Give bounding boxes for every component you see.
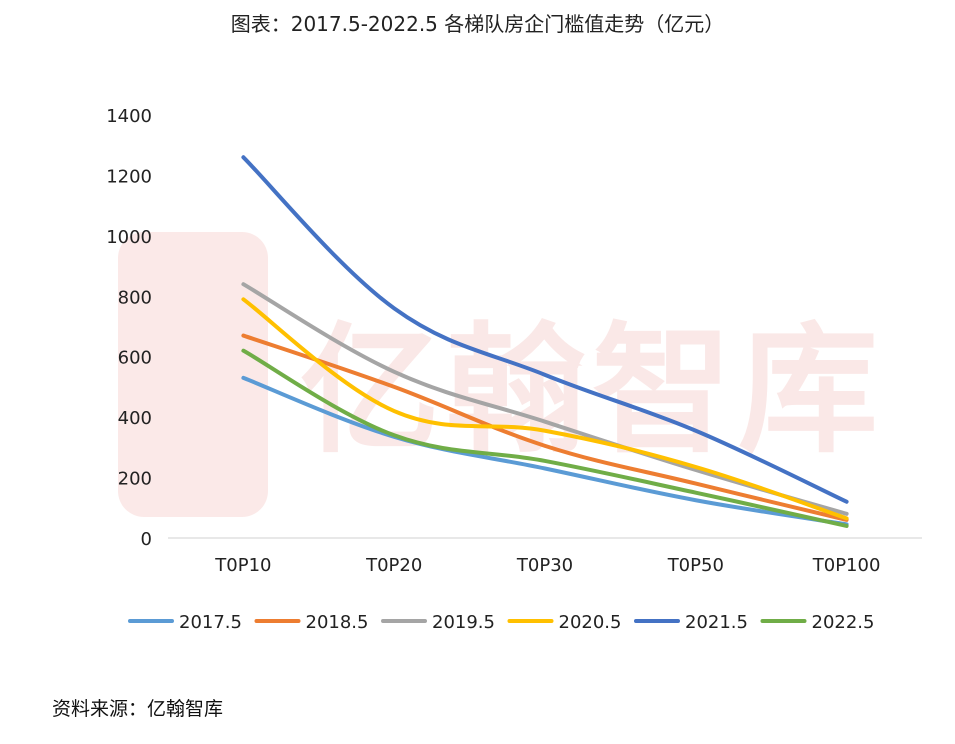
legend-label: 2017.5: [179, 612, 242, 633]
source-note: 资料来源：亿翰智库: [52, 698, 224, 720]
y-tick-label: 200: [118, 469, 152, 490]
y-tick-label: 1400: [106, 106, 152, 127]
x-tick-label: T0P50: [667, 555, 724, 576]
series-line-2020.5: [241, 297, 849, 521]
legend-label: 2021.5: [685, 612, 748, 633]
series-line-2018.5: [241, 333, 849, 522]
series-line-2019.5: [241, 282, 849, 516]
legend-label: 2019.5: [432, 612, 495, 633]
x-tick-label: T0P10: [214, 555, 271, 576]
x-tick-label: T0P30: [516, 555, 573, 576]
legend-label: 2020.5: [559, 612, 622, 633]
chart-title: 图表：2017.5-2022.5 各梯队房企门槛值走势（亿元）: [230, 12, 725, 36]
y-tick-label: 1000: [106, 227, 152, 248]
x-tick-label: T0P20: [365, 555, 422, 576]
series-line-2021.5: [241, 155, 849, 504]
y-tick-label: 1200: [106, 166, 152, 187]
x-tick-label: T0P100: [812, 555, 881, 576]
series-line-2017.5: [241, 375, 849, 527]
y-tick-label: 0: [141, 529, 152, 550]
legend-label: 2022.5: [812, 612, 875, 633]
y-tick-label: 800: [118, 287, 152, 308]
legend-label: 2018.5: [306, 612, 369, 633]
y-tick-label: 400: [118, 408, 152, 429]
series-line-2022.5: [241, 348, 849, 528]
y-tick-label: 600: [118, 348, 152, 369]
watermark-logo: [118, 232, 268, 517]
